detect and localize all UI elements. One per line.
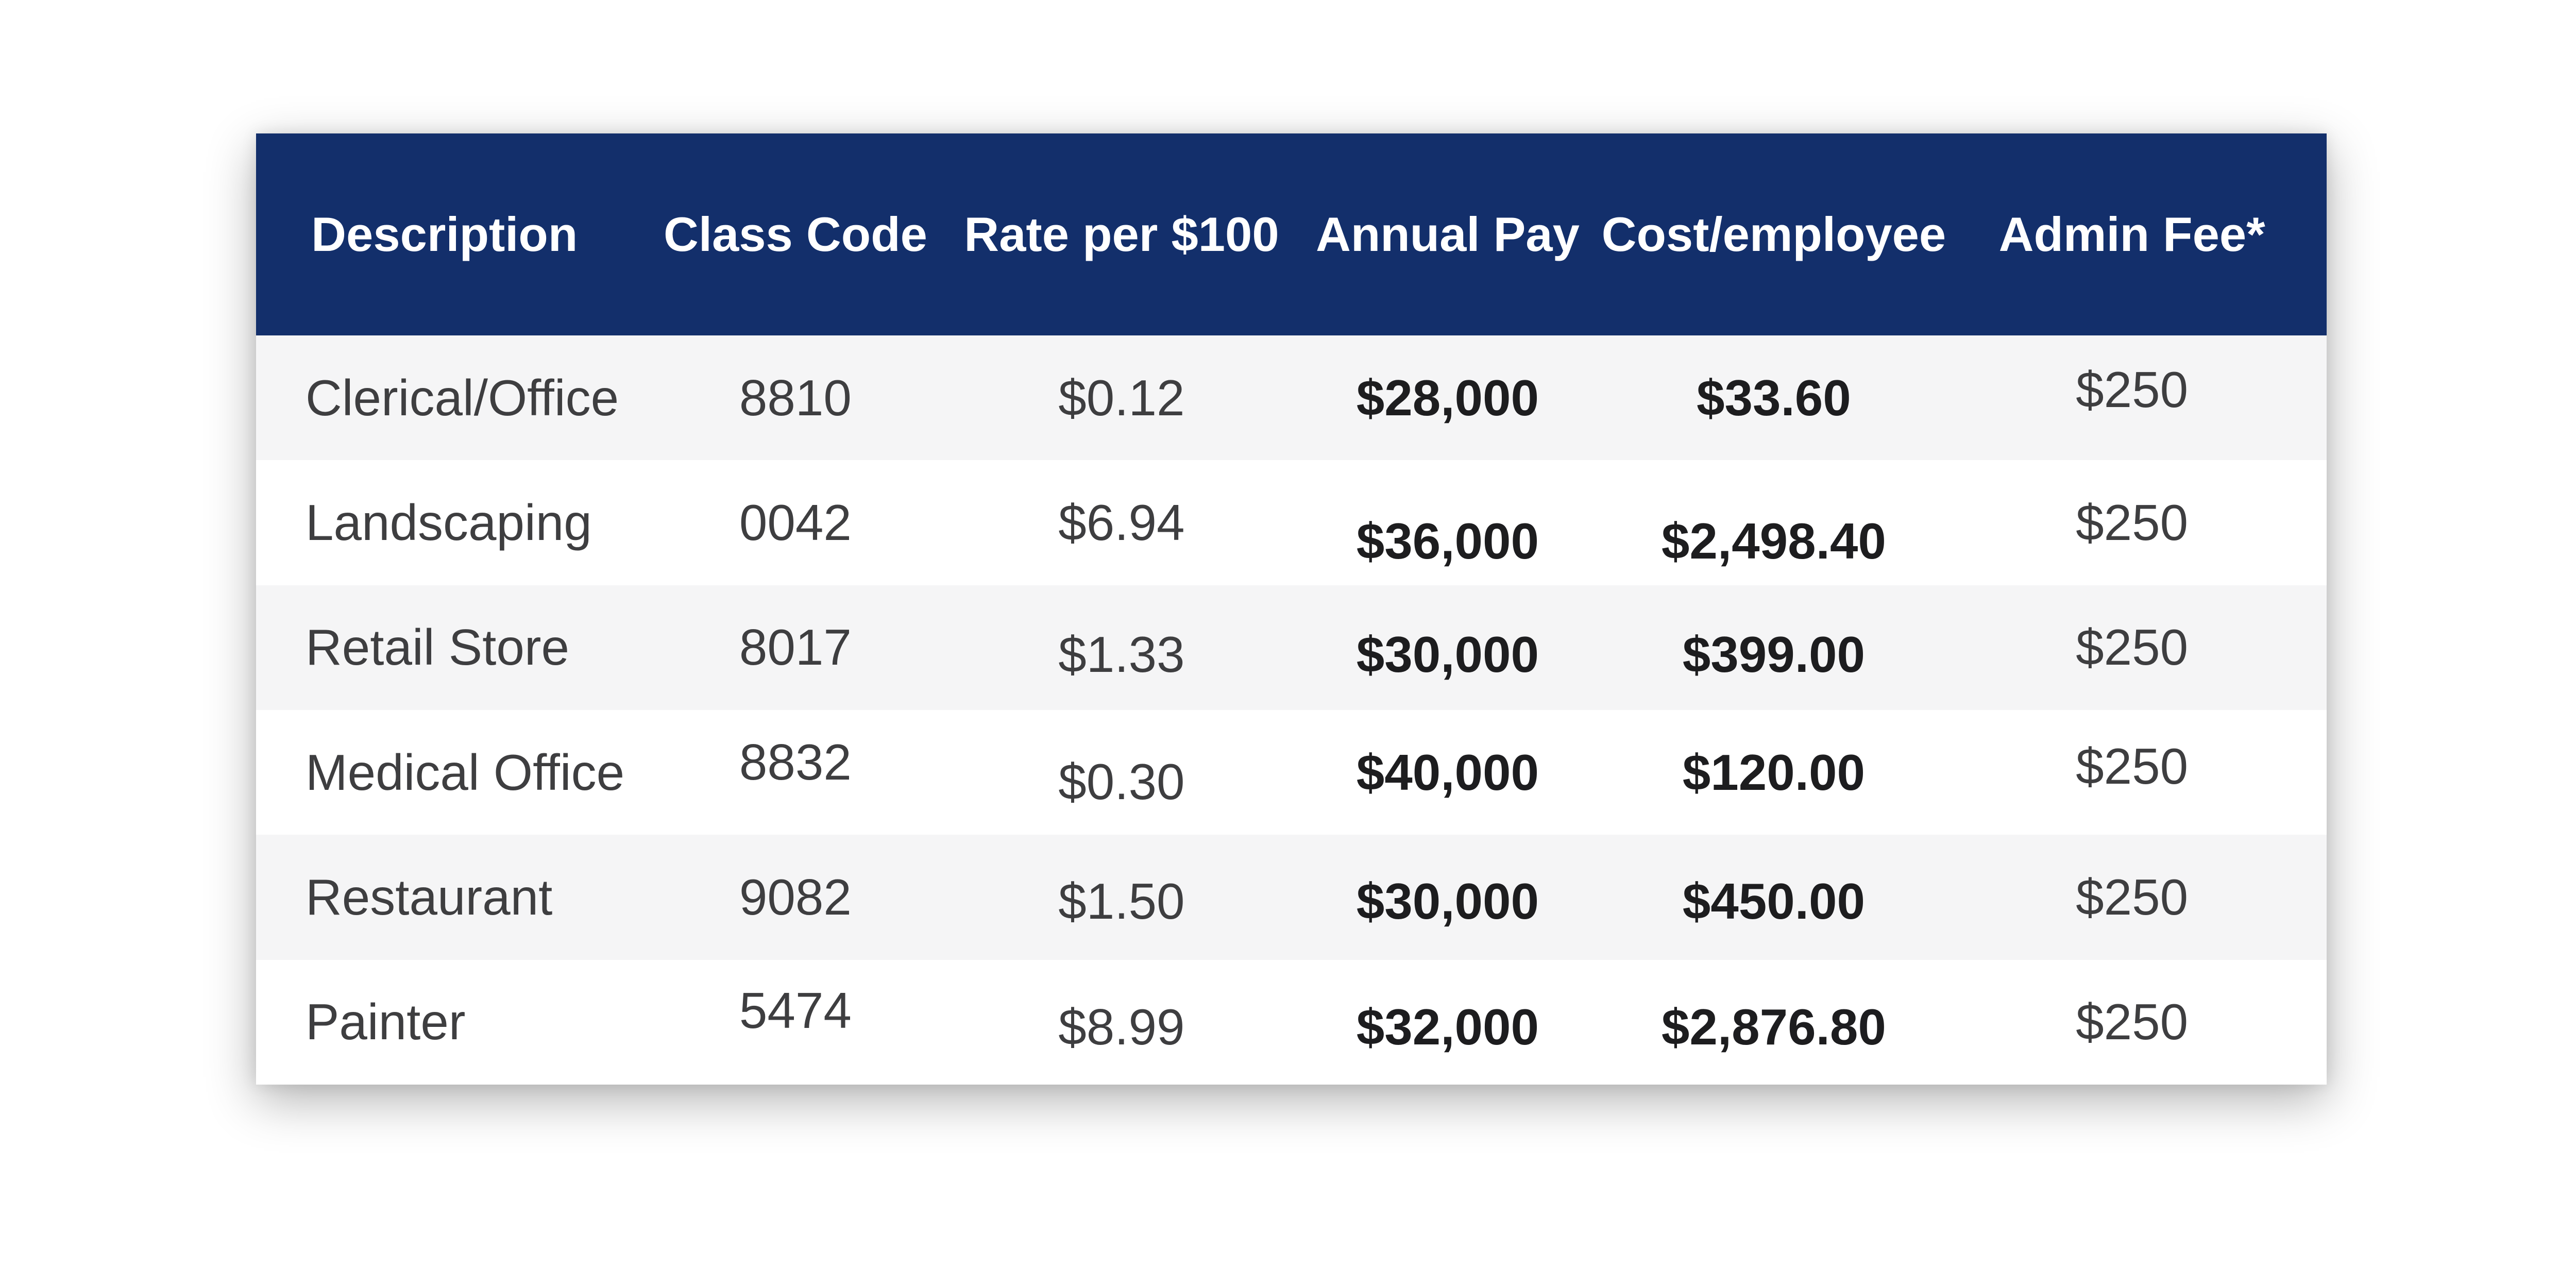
cell-cost-per-employee: $399.00 bbox=[1682, 626, 1866, 683]
cell-description: Landscaping bbox=[306, 494, 592, 551]
rates-table-card: Description Class Code Rate per $100 Ann… bbox=[256, 133, 2327, 1085]
table-row-restaurant: Restaurant 9082 $1.50 $30,000 $450.00 $2… bbox=[256, 835, 2327, 960]
table-body: Clerical/Office 8810 $0.12 $28,000 $33.6… bbox=[256, 335, 2327, 1085]
cell-admin-fee: $250 bbox=[2076, 868, 2189, 925]
table-row-painter: Painter 5474 $8.99 $32,000 $2,876.80 $25… bbox=[256, 959, 2327, 1085]
table-header-row: Description Class Code Rate per $100 Ann… bbox=[256, 133, 2327, 335]
header-admin-fee: Admin Fee* bbox=[1998, 207, 2265, 261]
cell-class-code: 5474 bbox=[739, 982, 852, 1039]
cell-admin-fee: $250 bbox=[2076, 993, 2189, 1051]
cell-description: Painter bbox=[306, 993, 466, 1051]
cell-annual-pay: $28,000 bbox=[1356, 369, 1539, 426]
header-description: Description bbox=[311, 207, 578, 261]
cell-admin-fee: $250 bbox=[2076, 737, 2189, 795]
cell-class-code: 8810 bbox=[739, 369, 852, 426]
cell-cost-per-employee: $120.00 bbox=[1682, 744, 1866, 801]
header-cost-per-employee: Cost/employee bbox=[1601, 207, 1946, 261]
table-row-retail-store: Retail Store 8017 $1.33 $30,000 $399.00 … bbox=[256, 585, 2327, 710]
cell-annual-pay: $40,000 bbox=[1356, 744, 1539, 801]
table-row-medical-office: Medical Office 8832 $0.30 $40,000 $120.0… bbox=[256, 709, 2327, 835]
cell-annual-pay: $30,000 bbox=[1356, 872, 1539, 930]
cell-description: Medical Office bbox=[306, 744, 625, 801]
cell-rate-per-100: $0.12 bbox=[1058, 369, 1185, 426]
cell-admin-fee: $250 bbox=[2076, 494, 2189, 551]
table-row-clerical-office: Clerical/Office 8810 $0.12 $28,000 $33.6… bbox=[256, 335, 2327, 461]
cell-rate-per-100: $1.50 bbox=[1058, 872, 1185, 930]
cell-description: Clerical/Office bbox=[306, 369, 619, 426]
cell-class-code: 8017 bbox=[739, 619, 852, 676]
cell-description: Restaurant bbox=[306, 868, 553, 925]
cell-cost-per-employee: $33.60 bbox=[1697, 369, 1851, 426]
cell-class-code: 0042 bbox=[739, 494, 852, 551]
cell-cost-per-employee: $2,876.80 bbox=[1661, 999, 1886, 1056]
cell-annual-pay: $36,000 bbox=[1356, 512, 1539, 569]
header-class-code: Class Code bbox=[663, 207, 927, 261]
cell-cost-per-employee: $2,498.40 bbox=[1661, 512, 1886, 569]
cell-rate-per-100: $6.94 bbox=[1058, 494, 1185, 551]
cell-admin-fee: $250 bbox=[2076, 619, 2189, 676]
cell-cost-per-employee: $450.00 bbox=[1682, 872, 1866, 930]
cell-rate-per-100: $0.30 bbox=[1058, 753, 1185, 810]
header-rate-per-100: Rate per $100 bbox=[964, 207, 1279, 261]
cell-class-code: 9082 bbox=[739, 868, 852, 925]
cell-description: Retail Store bbox=[306, 619, 570, 676]
cell-annual-pay: $30,000 bbox=[1356, 626, 1539, 683]
cell-annual-pay: $32,000 bbox=[1356, 999, 1539, 1056]
cell-rate-per-100: $1.33 bbox=[1058, 626, 1185, 683]
cell-rate-per-100: $8.99 bbox=[1058, 999, 1185, 1056]
header-annual-pay: Annual Pay bbox=[1315, 207, 1580, 261]
cell-class-code: 8832 bbox=[739, 733, 852, 790]
table-row-landscaping: Landscaping 0042 $6.94 $36,000 $2,498.40… bbox=[256, 460, 2327, 585]
cell-admin-fee: $250 bbox=[2076, 361, 2189, 418]
